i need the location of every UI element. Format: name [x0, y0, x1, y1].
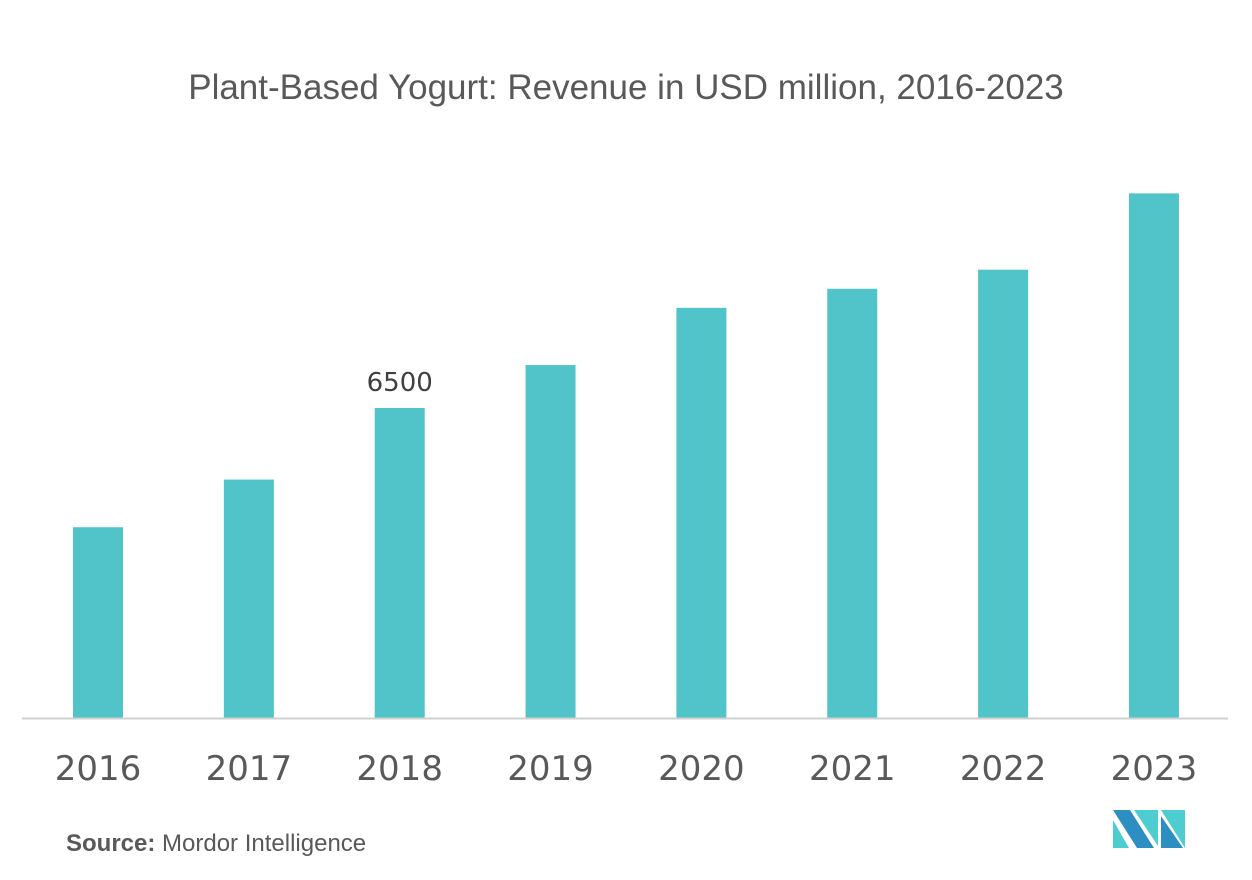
mordor-logo-icon [1113, 810, 1185, 848]
bar-chart: 2016 2017 2018 6500 2019 2020 2021 2022 2023 [22, 193, 1228, 789]
bar-2023 [1128, 193, 1179, 718]
source-note: Source: Mordor Intelligence [66, 830, 366, 858]
bar-2022 [978, 269, 1029, 718]
x-tick-label: 2019 [507, 749, 594, 789]
x-tick-label: 2020 [658, 749, 745, 789]
source-text: Mordor Intelligence [162, 830, 367, 857]
chart-title: Plant-Based Yogurt: Revenue in USD milli… [188, 68, 1064, 107]
x-tick-label: 2023 [1111, 749, 1198, 789]
bar-2018 [374, 408, 425, 718]
x-tick-label: 2018 [356, 749, 443, 789]
bar-2017 [223, 479, 274, 718]
bar-2016 [73, 527, 123, 718]
x-tick-label: 2022 [960, 749, 1047, 789]
bar-2020 [676, 307, 727, 718]
x-tick-label: 2016 [55, 749, 142, 789]
data-label: 6500 [367, 368, 433, 398]
bar-2019 [525, 365, 576, 718]
source-label: Source: [66, 830, 156, 857]
x-tick-label: 2017 [206, 749, 293, 789]
bar-2021 [827, 288, 878, 718]
x-tick-label: 2021 [809, 749, 896, 789]
